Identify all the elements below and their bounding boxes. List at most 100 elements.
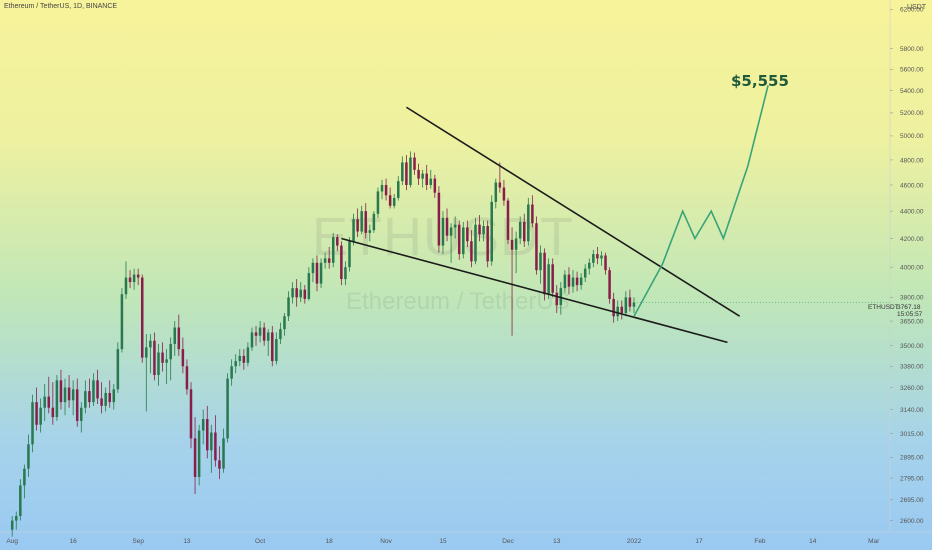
- candle-body: [327, 258, 331, 263]
- candle-body: [364, 211, 368, 233]
- candle-body: [344, 267, 347, 280]
- candle-body: [555, 292, 559, 306]
- candle-body: [295, 288, 298, 298]
- candle-body: [165, 359, 168, 363]
- chart-header-title: Ethereum / TetherUS, 1D, BINANCE: [4, 3, 118, 10]
- candle-body: [206, 419, 209, 451]
- candle-body: [441, 217, 445, 246]
- candle-body: [201, 419, 205, 431]
- bar-countdown: 15:05:57: [897, 311, 923, 318]
- candle-body: [67, 387, 71, 401]
- candle-body: [392, 197, 396, 206]
- price-tick-label: 5000.00: [900, 133, 924, 140]
- candle-body: [405, 162, 408, 185]
- candle-body: [449, 227, 453, 236]
- trendline-upper-wedge: [405, 106, 741, 317]
- candle-body: [238, 355, 242, 362]
- candle-body: [242, 355, 246, 363]
- price-tick-label: 4800.00: [900, 157, 924, 164]
- candle-body: [80, 407, 83, 421]
- candle-body: [319, 262, 323, 284]
- time-tick-label: Dec: [502, 538, 514, 545]
- price-tick-label: 3380.00: [900, 364, 924, 371]
- candle-body: [153, 340, 156, 376]
- price-tick-label: 6200.00: [900, 7, 924, 14]
- candle-body: [409, 157, 412, 185]
- candle-body: [421, 173, 424, 179]
- currency-label: USDT: [906, 4, 926, 11]
- time-tick-label: 17: [695, 538, 703, 545]
- candle-body: [88, 391, 91, 403]
- candle-body: [620, 306, 624, 314]
- candle-body: [254, 332, 258, 336]
- candle-body: [632, 302, 636, 307]
- candle-body: [462, 227, 465, 255]
- candle-body: [140, 277, 144, 358]
- candle-body: [527, 204, 530, 242]
- candle-body: [262, 327, 266, 341]
- candle-body: [169, 344, 172, 360]
- time-tick-label: 15: [439, 538, 447, 545]
- candle-body: [31, 402, 34, 445]
- candle-body: [336, 237, 339, 246]
- candle-body: [39, 407, 42, 425]
- candle-body: [75, 389, 79, 421]
- candle-body: [47, 396, 51, 408]
- candle-body: [230, 366, 233, 379]
- candle-body: [51, 407, 55, 418]
- candle-body: [307, 273, 311, 299]
- candle-body: [35, 402, 38, 425]
- candle-body: [445, 217, 449, 236]
- candle-body: [161, 352, 164, 363]
- candle-body: [490, 201, 493, 262]
- candle-body: [124, 277, 128, 295]
- candle-body: [596, 254, 599, 259]
- candle-body: [397, 181, 400, 198]
- candle-body: [384, 184, 388, 196]
- candle-body: [177, 327, 181, 350]
- candle-body: [575, 277, 579, 286]
- candle-body: [291, 288, 294, 298]
- candle-body: [567, 274, 571, 287]
- time-tick-label: Oct: [255, 538, 265, 545]
- candle-body: [539, 252, 542, 271]
- candle-body: [266, 332, 270, 341]
- price-tick-label: 4600.00: [900, 182, 924, 189]
- candle-body: [283, 316, 286, 330]
- price-tick-label: 5800.00: [900, 46, 924, 53]
- candle-body: [287, 297, 290, 317]
- candle-body: [311, 262, 315, 274]
- candle-body: [104, 392, 107, 406]
- candle-body: [482, 226, 485, 235]
- candle-body: [551, 264, 554, 293]
- candle-body: [571, 277, 575, 287]
- candle-body: [132, 274, 136, 283]
- candle-body: [579, 277, 583, 286]
- candle-body: [19, 485, 22, 517]
- candle-body: [518, 221, 522, 239]
- candle-body: [84, 391, 87, 408]
- candle-body: [10, 520, 14, 530]
- candle-body: [437, 192, 441, 246]
- candle-body: [376, 191, 380, 214]
- candle-body: [275, 339, 278, 362]
- candle-body: [331, 237, 335, 263]
- last-price-box: 3767.18 15:05:57: [897, 304, 922, 318]
- time-tick-label: Feb: [754, 538, 766, 545]
- candle-body: [27, 444, 30, 469]
- candle-body: [250, 332, 254, 348]
- candle-body: [429, 178, 433, 185]
- candle-body: [279, 329, 282, 340]
- candle-body: [522, 221, 526, 242]
- candle-body: [181, 349, 185, 367]
- candle-body: [592, 254, 595, 263]
- candle-body: [315, 262, 319, 284]
- candle-body: [388, 195, 392, 206]
- trendline-lower-wedge: [341, 237, 728, 344]
- price-tick-label: 5400.00: [900, 88, 924, 95]
- candle-body: [222, 438, 225, 469]
- price-tick-label: 2695.00: [900, 497, 924, 504]
- candle-body: [92, 380, 95, 403]
